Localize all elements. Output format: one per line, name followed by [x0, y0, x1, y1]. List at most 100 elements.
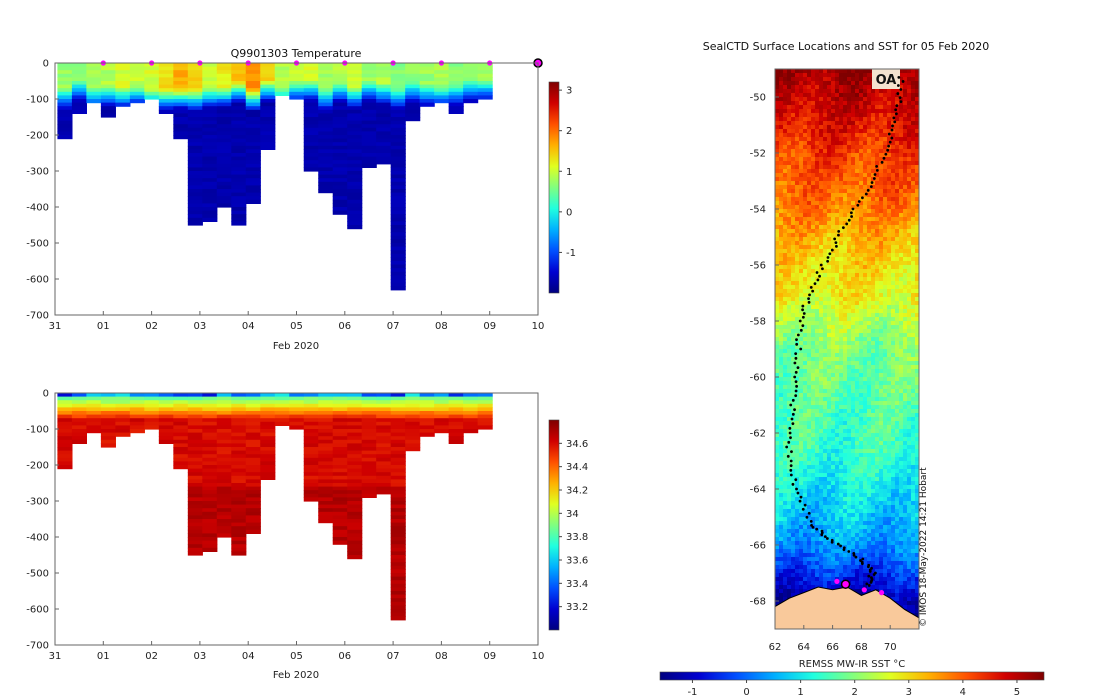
sst-cell	[847, 441, 852, 446]
salinity-cell	[274, 407, 290, 412]
sst-cell	[915, 109, 919, 114]
sst-cell	[875, 421, 880, 426]
temperature-cell	[216, 153, 232, 158]
sst-cell	[807, 69, 812, 74]
temperature-cell	[390, 232, 406, 237]
salinity-cell	[376, 396, 392, 401]
salinity-cell	[318, 504, 334, 509]
sst-cell	[819, 369, 824, 374]
temperature-cell	[318, 109, 334, 114]
sst-cell	[787, 349, 792, 354]
sst-cell	[795, 241, 800, 246]
salinity-cell	[231, 537, 247, 542]
temperature-cell	[390, 81, 406, 86]
temperature-cell	[361, 81, 377, 86]
salinity-cell	[57, 425, 73, 430]
salinity-cell	[71, 439, 87, 444]
sst-cell	[855, 193, 860, 198]
sst-cell	[835, 137, 840, 142]
sst-cell	[863, 401, 868, 406]
sst-cell	[843, 341, 848, 346]
sst-cell	[799, 421, 804, 426]
salinity-cell	[216, 508, 232, 513]
sst-cell	[775, 149, 780, 154]
salinity-cell	[332, 479, 348, 484]
sst-cell	[903, 77, 908, 82]
sst-cell	[903, 401, 908, 406]
sst-cell	[835, 193, 840, 198]
sst-cell	[879, 333, 884, 338]
temperature-cell	[376, 109, 392, 114]
temperature-cell	[318, 73, 334, 78]
sst-cell	[843, 157, 848, 162]
sst-cell	[803, 249, 808, 254]
sst-cell	[835, 117, 840, 122]
sst-cell	[903, 201, 908, 206]
sst-cell	[855, 405, 860, 410]
sst-cell	[903, 433, 908, 438]
salinity-cell	[158, 411, 174, 416]
temperature-cell	[260, 117, 276, 122]
sst-cell	[895, 161, 900, 166]
sst-cell	[791, 213, 796, 218]
salinity-cell	[289, 425, 305, 430]
sst-cell	[895, 141, 900, 146]
sst-cell	[783, 105, 788, 110]
sst-cell	[791, 441, 796, 446]
salinity-cell	[332, 465, 348, 470]
sst-cell	[911, 101, 916, 106]
salinity-cell	[289, 403, 305, 408]
sst-cell	[847, 301, 852, 306]
sst-cell	[867, 221, 872, 226]
sst-cell	[827, 341, 832, 346]
sst-cell	[835, 357, 840, 362]
sst-cell	[879, 437, 884, 442]
sst-cell	[867, 289, 872, 294]
sst-cell	[891, 253, 896, 258]
sst-cell	[907, 417, 912, 422]
salinity-cell	[71, 400, 87, 405]
sst-cell	[807, 381, 812, 386]
temperature-cell	[434, 77, 450, 82]
sst-cell	[783, 237, 788, 242]
sst-cell	[827, 433, 832, 438]
temperature-cell	[376, 120, 392, 125]
sst-cell	[779, 365, 784, 370]
sst-cell	[787, 189, 792, 194]
sst-cell	[819, 357, 824, 362]
temperature-cell	[231, 138, 247, 143]
sst-cell	[859, 181, 864, 186]
sst-cell	[823, 401, 828, 406]
salinity-cell	[332, 457, 348, 462]
temperature-cell	[347, 217, 363, 222]
sst-cell	[791, 193, 796, 198]
temperature-cell	[216, 203, 232, 208]
sst-cell	[807, 289, 812, 294]
sst-cell	[895, 193, 900, 198]
sst-cell	[803, 317, 808, 322]
sst-cell	[807, 137, 812, 142]
sst-cell	[811, 93, 816, 98]
temperature-cell	[303, 156, 319, 161]
sst-cell	[815, 353, 820, 358]
sst-cell	[911, 81, 916, 86]
sst-cell	[799, 301, 804, 306]
sst-cell	[851, 441, 856, 446]
sst-cell	[827, 229, 832, 234]
sst-cell	[915, 285, 919, 290]
salinity-cell	[347, 526, 363, 531]
sst-cell	[775, 177, 780, 182]
sst-cell	[887, 245, 892, 250]
temperature-cell	[390, 221, 406, 226]
salinity-cell	[158, 418, 174, 423]
sst-cell	[803, 321, 808, 326]
sst-cell	[867, 257, 872, 262]
sst-cell	[815, 249, 820, 254]
sst-cell	[895, 405, 900, 410]
sst-cell	[851, 81, 856, 86]
sst-cell	[843, 389, 848, 394]
sst-cell	[791, 393, 796, 398]
sst-cell	[879, 181, 884, 186]
sst-cell	[899, 157, 904, 162]
temperature-cell	[390, 145, 406, 150]
